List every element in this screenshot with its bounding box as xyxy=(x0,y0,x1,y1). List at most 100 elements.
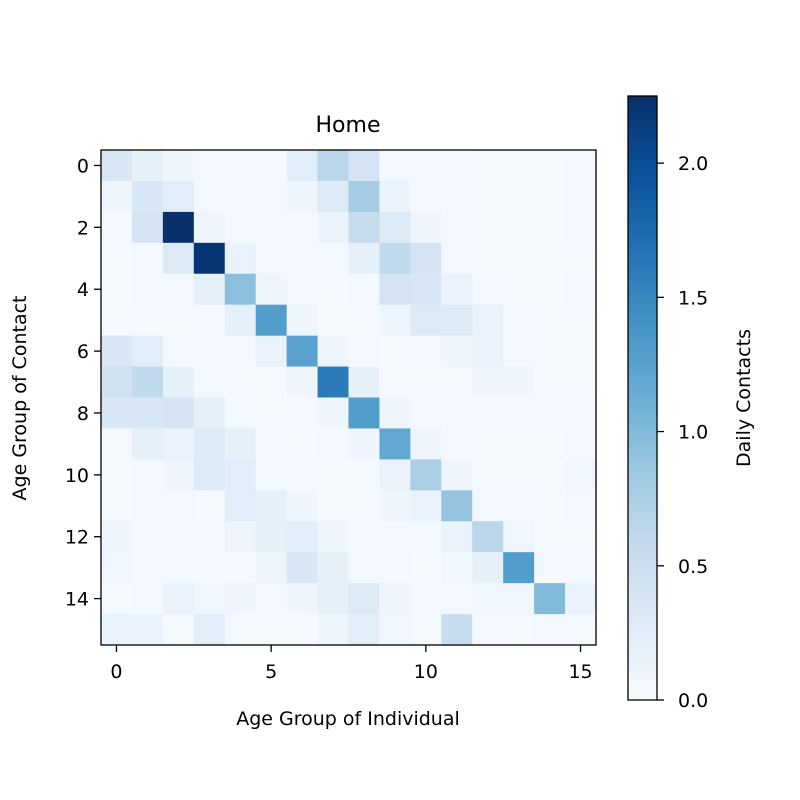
heatmap-cell xyxy=(131,459,164,491)
heatmap-cell xyxy=(379,397,411,430)
heatmap-cell xyxy=(317,583,350,615)
heatmap-cell xyxy=(472,211,504,244)
heatmap-cell xyxy=(472,583,504,615)
heatmap-cell xyxy=(534,459,566,491)
heatmap-cell xyxy=(286,521,319,553)
x-tick-label: 10 xyxy=(414,661,438,683)
heatmap-cell xyxy=(193,273,226,306)
heatmap-cell xyxy=(348,428,381,460)
heatmap-cell xyxy=(131,273,164,306)
heatmap-cell xyxy=(565,366,597,399)
heatmap-cell xyxy=(286,459,319,491)
heatmap-cell xyxy=(286,614,319,646)
heatmap-cell xyxy=(503,521,535,553)
heatmap-cell xyxy=(441,150,473,182)
heatmap-cell xyxy=(379,459,411,491)
heatmap-cell xyxy=(472,397,504,430)
heatmap-cell xyxy=(162,211,195,244)
heatmap-cell xyxy=(410,242,442,275)
heatmap-cell xyxy=(565,242,597,275)
heatmap-cell xyxy=(131,521,164,553)
heatmap-cell xyxy=(193,614,226,646)
heatmap-cell xyxy=(224,583,257,615)
heatmap-cell xyxy=(162,583,195,615)
heatmap-cell xyxy=(441,583,473,615)
heatmap-cell xyxy=(534,211,566,244)
heatmap-cell xyxy=(472,428,504,460)
heatmap-cell xyxy=(503,273,535,306)
heatmap-cell xyxy=(131,428,164,460)
heatmap-cell xyxy=(193,150,226,182)
heatmap-cell xyxy=(503,428,535,460)
heatmap-cell xyxy=(534,583,566,615)
heatmap-cell xyxy=(441,242,473,275)
heatmap-cell xyxy=(441,366,473,399)
heatmap-cell xyxy=(410,335,442,368)
heatmap-cell xyxy=(224,428,257,460)
heatmap-cell xyxy=(131,614,164,646)
heatmap-cell xyxy=(286,273,319,306)
heatmap-cell xyxy=(131,552,164,584)
heatmap-cell xyxy=(255,366,288,399)
heatmap-cell xyxy=(317,304,350,337)
heatmap-cell xyxy=(193,397,226,430)
heatmap-cell xyxy=(348,242,381,275)
heatmap-cell xyxy=(101,242,133,275)
heatmap-cell xyxy=(410,304,442,337)
heatmap-cell xyxy=(317,490,350,522)
heatmap-cell xyxy=(348,397,381,430)
y-tick-label: 12 xyxy=(65,527,89,549)
y-tick-label: 14 xyxy=(65,589,89,611)
heatmap-cell xyxy=(379,366,411,399)
heatmap-cell xyxy=(503,366,535,399)
heatmap-cell xyxy=(101,397,133,430)
heatmap-cell xyxy=(131,583,164,615)
heatmap-cell xyxy=(101,614,133,646)
heatmap-cell xyxy=(410,366,442,399)
heatmap-cell xyxy=(565,304,597,337)
heatmap-cell xyxy=(534,521,566,553)
heatmap-cell xyxy=(379,335,411,368)
heatmap-cell xyxy=(255,150,288,182)
heatmap-frame xyxy=(100,149,597,646)
heatmap-cell xyxy=(379,552,411,584)
heatmap-cell xyxy=(317,273,350,306)
heatmap-cell xyxy=(317,397,350,430)
y-tick-label: 6 xyxy=(77,341,89,363)
heatmap-cell xyxy=(379,304,411,337)
heatmap-cell xyxy=(441,273,473,306)
heatmap-cell xyxy=(224,366,257,399)
heatmap-cell xyxy=(255,335,288,368)
heatmap-cell xyxy=(441,428,473,460)
heatmap-cell xyxy=(441,521,473,553)
heatmap-cell xyxy=(101,521,133,553)
heatmap-cell xyxy=(379,273,411,306)
heatmap-cell xyxy=(379,490,411,522)
heatmap-cell xyxy=(379,242,411,275)
heatmap-cell xyxy=(317,614,350,646)
heatmap-cell xyxy=(286,150,319,182)
heatmap-cell xyxy=(255,180,288,213)
heatmap-cell xyxy=(410,397,442,430)
heatmap-cell xyxy=(410,211,442,244)
heatmap-cell xyxy=(255,552,288,584)
heatmap-cell xyxy=(317,180,350,213)
heatmap-cell xyxy=(410,459,442,491)
heatmap-cell xyxy=(101,459,133,491)
x-tick-label: 0 xyxy=(110,661,122,683)
heatmap-cell xyxy=(410,552,442,584)
colorbar-tick-label: 1.0 xyxy=(678,422,708,444)
heatmap-cell xyxy=(255,428,288,460)
heatmap-cell xyxy=(534,242,566,275)
heatmap-cell xyxy=(193,242,226,275)
heatmap-cell xyxy=(410,490,442,522)
heatmap-cell xyxy=(101,366,133,399)
heatmap-cell xyxy=(255,211,288,244)
heatmap-cell xyxy=(441,459,473,491)
heatmap-cell xyxy=(348,211,381,244)
heatmap-cell xyxy=(162,180,195,213)
heatmap-cell xyxy=(286,552,319,584)
heatmap-cell xyxy=(534,366,566,399)
heatmap-cell xyxy=(224,459,257,491)
